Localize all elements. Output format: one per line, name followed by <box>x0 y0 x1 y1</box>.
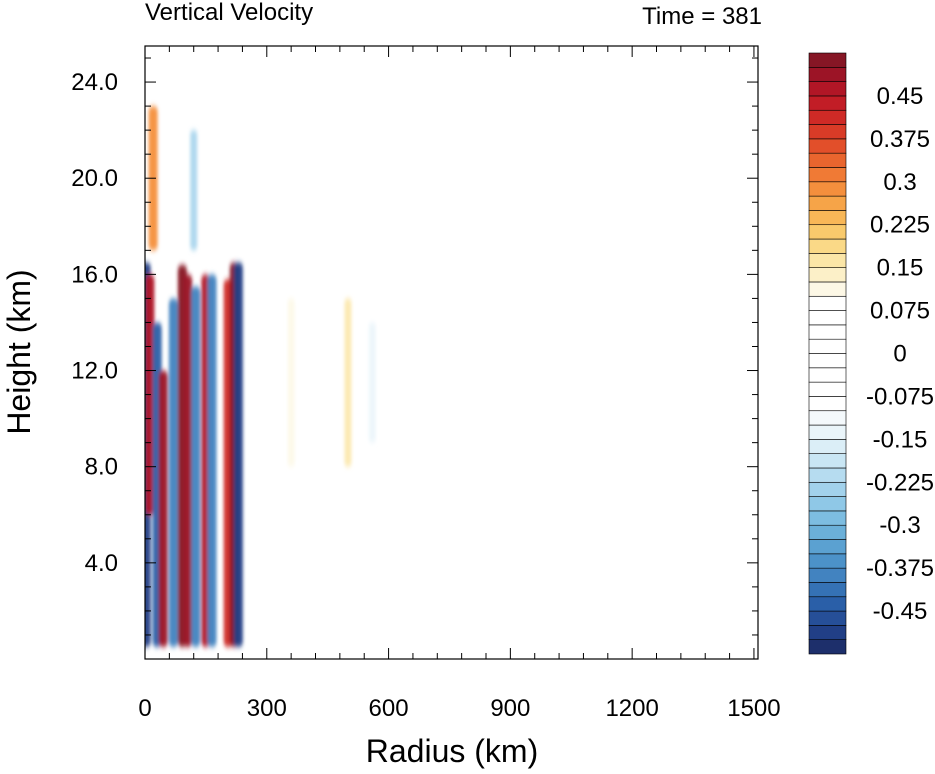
colorbar-box <box>808 625 847 640</box>
colorbar-box <box>808 224 847 240</box>
colorbar-box <box>808 124 847 140</box>
x-tick-label: 1200 <box>605 695 658 722</box>
colorbar-box <box>808 424 847 440</box>
colorbar-box <box>808 52 847 68</box>
colorbar-labels: 0.45 0.375 0.3 0.225 0.15 0.075 0 -0.075 -0.15 -0… <box>866 83 934 625</box>
colorbar-box <box>808 524 847 540</box>
colorbar-box <box>808 481 847 497</box>
colorbar-box <box>808 410 847 426</box>
colorbar-box <box>808 453 847 469</box>
colorbar-label: 0.375 <box>870 126 930 153</box>
colorbar-box <box>808 353 847 369</box>
colorbar-box <box>808 281 847 297</box>
field-band <box>344 298 352 467</box>
field-band <box>233 262 243 647</box>
field-band <box>486 346 494 443</box>
field-band <box>295 322 303 419</box>
colorbar-label: 0.225 <box>870 212 930 239</box>
colorbar-box <box>808 267 847 283</box>
colorbar-box <box>808 95 847 111</box>
field-band <box>168 298 178 647</box>
x-tick-label: 0 <box>138 695 151 722</box>
x-tick-label: 600 <box>369 695 409 722</box>
field-band <box>190 130 198 251</box>
colorbar-box <box>808 238 847 254</box>
field-band <box>364 154 372 203</box>
colorbar-box <box>808 396 847 412</box>
y-axis-tick-labels: 4.0 8.0 12.0 16.0 20.0 24.0 <box>71 69 118 577</box>
colorbar-label: -0.3 <box>879 512 920 539</box>
colorbar-box <box>808 381 847 397</box>
colorbar-box <box>808 167 847 183</box>
colorbar-box <box>808 596 847 612</box>
colorbar-box <box>808 439 847 454</box>
colorbar-box <box>808 181 847 197</box>
colorbar-box <box>808 67 847 82</box>
colorbar-label: -0.075 <box>866 383 934 410</box>
x-axis-tick-labels: 0 300 600 900 1200 1500 <box>138 695 780 722</box>
x-tick-label: 1500 <box>727 695 780 722</box>
field-band <box>287 298 295 467</box>
colorbar-box <box>808 295 847 311</box>
x-axis-ticks <box>144 46 755 659</box>
colorbar-box <box>808 253 847 268</box>
colorbar-box <box>808 109 847 125</box>
colorbar-box <box>808 553 847 569</box>
colorbar-box <box>808 324 847 340</box>
colorbar-box <box>808 567 847 583</box>
colorbar-box <box>808 210 847 226</box>
chart-title-right: Time = 381 <box>642 3 762 30</box>
y-tick-label: 24.0 <box>71 69 118 96</box>
plot-frame <box>144 45 759 660</box>
colorbar-label: 0 <box>893 341 906 368</box>
colorbar-label: 0.45 <box>877 83 924 110</box>
x-axis-label: Radius (km) <box>366 733 538 769</box>
chart-title-left: Vertical Velocity <box>145 0 313 26</box>
field-band <box>207 274 217 647</box>
colorbar-box <box>808 195 847 211</box>
colorbar-box <box>808 467 847 483</box>
colorbar-box <box>808 310 847 326</box>
colorbar-label: -0.15 <box>873 426 928 453</box>
colorbar-label: 0.3 <box>883 169 916 196</box>
colorbar-box <box>808 338 847 354</box>
colorbar-box <box>808 496 847 512</box>
field-band <box>183 274 193 647</box>
heatmap-area <box>145 46 758 659</box>
y-tick-label: 16.0 <box>71 261 118 288</box>
colorbar-box <box>808 367 847 383</box>
field-band <box>555 346 563 443</box>
y-axis-ticks <box>145 57 758 660</box>
field-band <box>368 322 376 443</box>
colorbar-box <box>808 539 847 555</box>
y-tick-label: 4.0 <box>85 550 118 577</box>
field-band <box>158 370 168 647</box>
colorbar-label: 0.075 <box>870 298 930 325</box>
colorbar-label: -0.225 <box>866 469 934 496</box>
colorbar-box <box>808 582 847 598</box>
colorbar-label: 0.15 <box>877 255 924 282</box>
y-axis-label: Height (km) <box>1 269 37 434</box>
colorbar-label: -0.375 <box>866 555 934 582</box>
colorbar-label: -0.45 <box>873 598 928 625</box>
field-band <box>191 286 201 647</box>
heatmap-background <box>145 46 758 659</box>
y-tick-label: 12.0 <box>71 358 118 385</box>
y-tick-label: 20.0 <box>71 165 118 192</box>
colorbar-box <box>808 138 847 154</box>
y-tick-label: 8.0 <box>85 454 118 481</box>
colorbar-box <box>808 610 847 626</box>
colorbar-box <box>808 81 847 97</box>
x-tick-label: 300 <box>247 695 287 722</box>
colorbar <box>808 52 847 655</box>
colorbar-box <box>808 152 847 168</box>
colorbar-box <box>808 510 847 526</box>
colorbar-box <box>808 639 847 655</box>
x-tick-label: 900 <box>490 695 530 722</box>
